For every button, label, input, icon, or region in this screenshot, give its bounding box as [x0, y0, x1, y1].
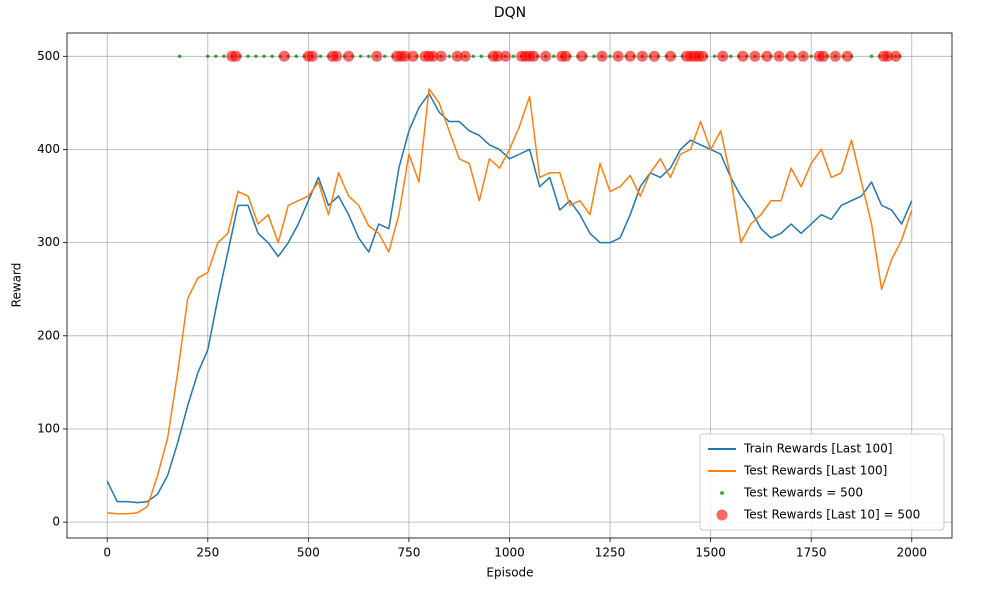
scatter-point	[246, 54, 250, 59]
scatter-point	[717, 50, 729, 62]
scatter-point	[624, 50, 636, 62]
x-tick-label: 1250	[595, 546, 626, 560]
scatter-point	[262, 54, 266, 59]
scatter-point	[648, 50, 660, 62]
scatter-point	[230, 50, 242, 62]
scatter-point	[841, 50, 853, 62]
legend-label: Train Rewards [Last 100]	[743, 442, 892, 456]
scatter-point	[459, 50, 471, 62]
scatter-point	[451, 50, 463, 62]
x-tick-label: 1500	[695, 546, 726, 560]
scatter-point	[270, 54, 274, 59]
scatter-point	[294, 54, 299, 59]
scatter-point	[278, 50, 290, 62]
scatter-point	[177, 54, 182, 59]
y-tick-label: 300	[37, 235, 60, 249]
scatter-point	[829, 50, 841, 62]
scatter-point	[737, 50, 749, 62]
scatter-point	[427, 50, 439, 62]
legend-swatch	[716, 509, 728, 521]
scatter-point	[576, 50, 588, 62]
scatter-point	[471, 54, 476, 59]
scatter-point	[809, 54, 814, 59]
x-tick-label: 1000	[494, 546, 525, 560]
scatter-point	[382, 54, 387, 59]
legend-box	[699, 433, 945, 531]
scatter-point	[636, 50, 648, 62]
x-tick-label: 750	[397, 546, 420, 560]
scatter-point	[551, 54, 556, 59]
scatter-point	[712, 54, 717, 59]
scatter-point	[560, 50, 572, 62]
scatter-point	[222, 54, 226, 59]
scatter-point	[366, 54, 371, 59]
scatter-point	[785, 50, 797, 62]
x-axis-label: Episode	[486, 566, 533, 580]
scatter-point	[528, 50, 540, 62]
scatter-point	[890, 50, 902, 62]
scatter-point	[773, 50, 785, 62]
scatter-point	[664, 50, 676, 62]
y-tick-label: 500	[37, 49, 60, 63]
y-axis-label: Reward	[10, 263, 24, 308]
scatter-point	[479, 54, 484, 59]
scatter-point	[882, 50, 894, 62]
scatter-point	[817, 50, 829, 62]
x-tick-label: 1750	[796, 546, 827, 560]
scatter-point	[491, 50, 503, 62]
scatter-point	[371, 50, 383, 62]
y-tick-label: 200	[37, 328, 60, 342]
scatter-point	[214, 54, 218, 59]
scatter-point	[343, 50, 355, 62]
legend-label: Test Rewards = 500	[743, 486, 863, 500]
x-tick-label: 0	[103, 546, 111, 560]
x-tick-label: 2000	[896, 546, 927, 560]
legend-label: Test Rewards [Last 100]	[743, 464, 887, 478]
scatter-point	[407, 50, 419, 62]
plot-frame	[66, 32, 953, 539]
scatter-point	[511, 54, 516, 59]
scatter-point	[447, 54, 451, 59]
scatter-point	[869, 54, 874, 59]
scatter-point	[612, 50, 624, 62]
scatter-point	[318, 54, 323, 59]
scatter-point	[697, 50, 709, 62]
y-tick-label: 400	[37, 142, 60, 156]
scatter-point	[749, 50, 761, 62]
scatter-point	[540, 50, 552, 62]
scatter-point	[254, 54, 258, 59]
x-tick-label: 250	[196, 546, 219, 560]
scatter-point	[499, 50, 511, 62]
scatter-point	[358, 54, 363, 59]
chart-title: DQN	[494, 5, 526, 21]
y-tick-label: 100	[37, 421, 60, 435]
scatter-point	[399, 50, 411, 62]
scatter-point	[592, 54, 596, 59]
scatter-point	[331, 50, 343, 62]
y-tick-label: 0	[52, 515, 60, 529]
scatter-point	[596, 50, 608, 62]
legend-swatch	[720, 491, 724, 495]
legend-label: Test Rewards [Last 10] = 500	[743, 508, 920, 522]
x-tick-label: 500	[297, 546, 320, 560]
scatter-point	[728, 54, 733, 59]
scatter-point	[608, 54, 612, 59]
scatter-point	[205, 54, 210, 59]
line-series	[106, 92, 913, 504]
scatter-point	[435, 50, 447, 62]
line-series	[107, 88, 913, 515]
scatter-point	[761, 50, 773, 62]
scatter-point	[306, 50, 318, 62]
scatter-point	[797, 50, 809, 62]
